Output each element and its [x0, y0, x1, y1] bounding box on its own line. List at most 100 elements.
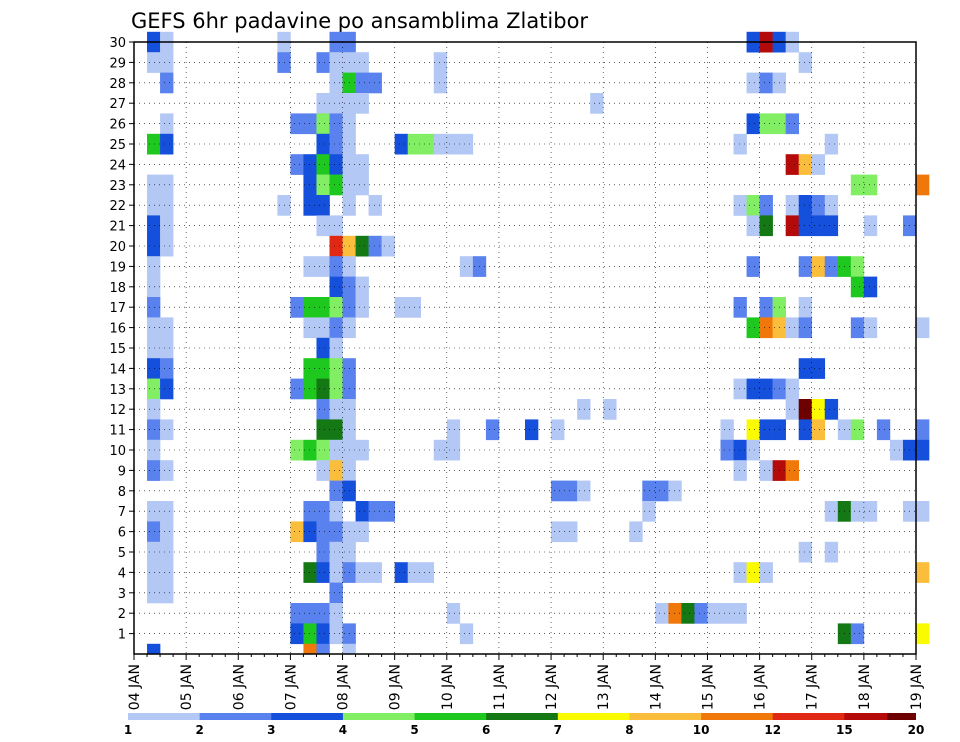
heatmap-cell — [811, 195, 826, 216]
heatmap-cell — [446, 603, 461, 624]
heatmap-cell — [303, 195, 317, 216]
heatmap-cell — [160, 358, 174, 379]
heatmap-cell — [642, 501, 656, 522]
heatmap-cell — [433, 439, 448, 461]
colorbar-swatch — [772, 713, 845, 720]
heatmap-cell — [160, 235, 174, 257]
heatmap-cell — [329, 603, 343, 624]
heatmap-cell — [668, 480, 682, 502]
heatmap-cell — [329, 623, 343, 645]
heatmap-cell — [316, 562, 330, 583]
heatmap-cell — [394, 297, 408, 318]
heatmap-cell — [329, 174, 343, 196]
x-tick-label: 04 JAN — [127, 664, 143, 710]
y-tick-label: 4 — [118, 566, 126, 581]
heatmap-cell — [785, 215, 799, 237]
heatmap-cell — [160, 419, 174, 441]
heatmap-cell — [329, 460, 343, 481]
heatmap-cell — [160, 562, 174, 583]
heatmap-cell — [316, 93, 330, 114]
heatmap-cell — [368, 195, 382, 216]
heatmap-cell — [329, 378, 343, 400]
heatmap-cell — [355, 72, 369, 94]
heatmap-cell — [160, 521, 174, 543]
heatmap-cell — [160, 113, 174, 135]
heatmap-cell — [485, 419, 500, 441]
x-tick-label: 10 JAN — [440, 664, 456, 710]
heatmap-cell — [147, 358, 161, 379]
heatmap-cell — [147, 399, 161, 420]
heatmap-cell — [303, 317, 317, 339]
y-tick-label: 14 — [109, 362, 126, 377]
heatmap-cell — [147, 256, 161, 277]
heatmap-cell — [746, 256, 760, 277]
heatmap-cell — [759, 72, 773, 94]
heatmap-cell — [355, 562, 369, 583]
x-tick-label: 19 JAN — [909, 664, 925, 710]
heatmap-cell — [811, 419, 826, 441]
heatmap-cell — [798, 541, 813, 563]
x-tick-label: 15 JAN — [700, 664, 716, 710]
heatmap-cell — [433, 133, 448, 155]
heatmap-cell — [316, 256, 330, 277]
heatmap-cell — [316, 439, 330, 461]
heatmap-cell — [759, 419, 773, 441]
heatmap-cell — [824, 256, 839, 277]
heatmap-cell — [577, 399, 591, 420]
x-tick-label: 11 JAN — [492, 664, 508, 710]
heatmap-cell — [564, 521, 578, 543]
x-tick-label: 05 JAN — [179, 664, 195, 710]
x-tick-label: 14 JAN — [648, 664, 664, 710]
heatmap-cell — [459, 133, 474, 155]
heatmap-cell — [811, 215, 826, 237]
y-tick-label: 29 — [109, 56, 126, 71]
heatmap-cell — [303, 603, 317, 624]
heatmap-cell — [147, 337, 161, 359]
heatmap-cell — [329, 562, 343, 583]
colorbar-swatch — [486, 713, 559, 720]
colorbar-label: 4 — [339, 723, 347, 737]
heatmap-cell — [368, 501, 382, 522]
heatmap-cell — [525, 419, 539, 441]
heatmap-cell — [355, 235, 369, 257]
heatmap-cell — [329, 52, 343, 73]
heatmap-cell — [916, 317, 930, 339]
heatmap-cell — [329, 297, 343, 318]
colorbar-swatch — [701, 713, 774, 720]
heatmap-cell — [368, 235, 382, 257]
y-tick-label: 20 — [109, 240, 126, 255]
heatmap-cell — [160, 215, 174, 237]
heatmap-cell — [916, 174, 930, 196]
y-tick-label: 9 — [118, 464, 126, 479]
colorbar-label: 5 — [410, 723, 418, 737]
heatmap-cell — [746, 195, 760, 216]
heatmap-cell — [863, 317, 878, 339]
heatmap-cell — [394, 562, 408, 583]
y-tick-label: 17 — [109, 301, 126, 316]
colorbar-label: 15 — [836, 723, 853, 737]
heatmap-cell — [733, 297, 747, 318]
heatmap-cell — [147, 133, 161, 155]
grid-lines — [134, 41, 916, 654]
heatmap-cell — [916, 419, 930, 441]
heatmap-cell — [316, 174, 330, 196]
heatmap-cell — [655, 480, 669, 502]
heatmap-cell — [329, 480, 343, 502]
heatmap-cell — [785, 154, 799, 175]
heatmap-cell — [160, 582, 174, 604]
heatmap-cell — [303, 521, 317, 543]
heatmap-cell — [303, 154, 317, 175]
heatmap-cell — [316, 643, 330, 655]
heatmap-cell — [290, 439, 304, 461]
heatmap-cell — [811, 154, 826, 175]
colorbar-swatch — [557, 713, 630, 720]
heatmap-cell — [303, 256, 317, 277]
heatmap-cell — [316, 501, 330, 522]
heatmap-cell — [642, 480, 656, 502]
heatmap-cell — [824, 501, 839, 522]
y-tick-label: 5 — [118, 546, 126, 561]
heatmap-cell — [329, 93, 343, 114]
heatmap-cell — [551, 419, 565, 441]
heatmap-cell — [785, 195, 799, 216]
